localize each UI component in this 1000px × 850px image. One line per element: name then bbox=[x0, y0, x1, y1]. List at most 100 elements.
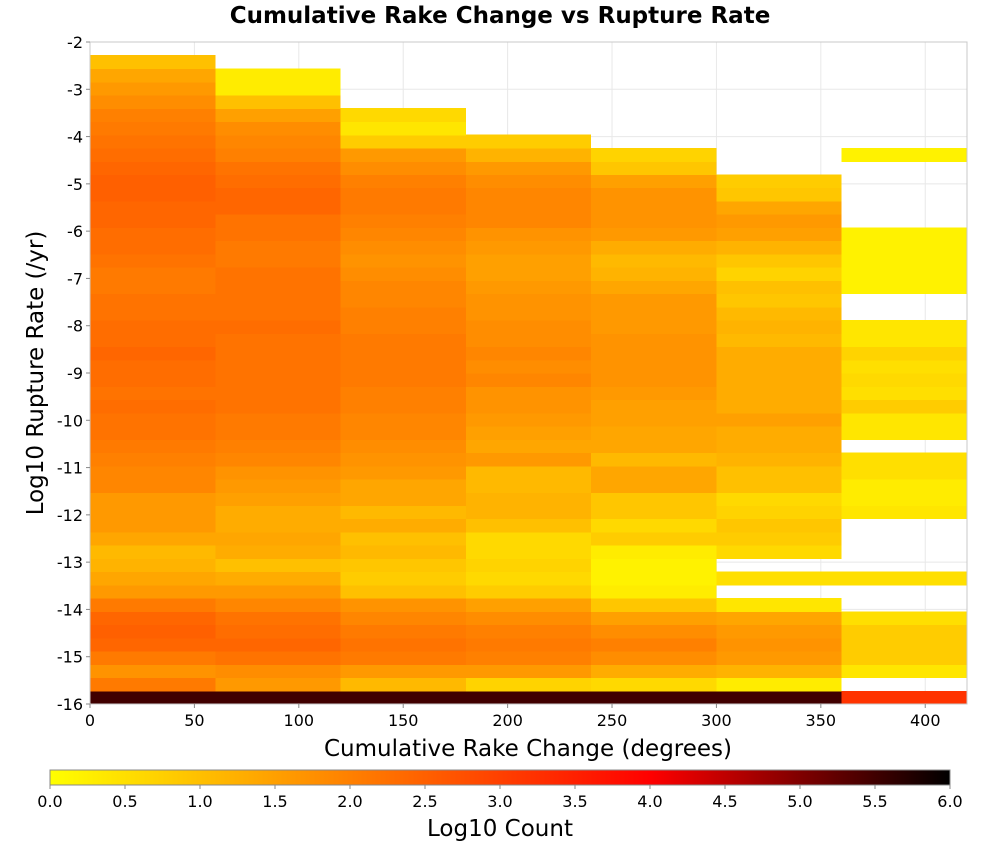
heatmap-cell bbox=[591, 174, 717, 189]
heatmap-cell bbox=[465, 425, 592, 440]
heatmap-cell bbox=[716, 227, 842, 242]
heatmap-cell bbox=[591, 412, 717, 427]
heatmap-cell bbox=[465, 187, 592, 202]
heatmap-cell bbox=[841, 399, 967, 414]
heatmap-cell bbox=[340, 121, 466, 136]
heatmap-cell bbox=[841, 240, 967, 255]
heatmap-cell bbox=[215, 121, 341, 136]
heatmap-cell bbox=[716, 452, 842, 467]
y-tick-label: -12 bbox=[57, 506, 83, 525]
heatmap-cell bbox=[90, 651, 216, 665]
heatmap-cell bbox=[465, 611, 592, 626]
heatmap-cell bbox=[841, 147, 967, 162]
heatmap-cell bbox=[90, 108, 216, 123]
heatmap-cell bbox=[465, 240, 592, 255]
heatmap-cell bbox=[591, 505, 717, 520]
heatmap-cell bbox=[90, 121, 216, 136]
heatmap-cell bbox=[90, 584, 216, 599]
heatmap-cell bbox=[215, 306, 341, 321]
heatmap-cell bbox=[90, 55, 216, 70]
heatmap-cell bbox=[90, 320, 216, 334]
heatmap-cell bbox=[465, 584, 592, 599]
y-tick-label: -11 bbox=[57, 459, 83, 478]
heatmap-cell bbox=[465, 478, 592, 493]
heatmap-cell bbox=[716, 346, 842, 361]
heatmap-cell bbox=[340, 214, 466, 228]
heatmap-cell bbox=[90, 174, 216, 189]
heatmap-cell bbox=[90, 598, 216, 612]
heatmap-cell bbox=[716, 267, 842, 281]
heatmap-cell bbox=[215, 161, 341, 175]
heatmap-cell bbox=[215, 253, 341, 268]
y-tick-label: -8 bbox=[67, 317, 83, 336]
heatmap-cell bbox=[841, 611, 967, 626]
heatmap-cell bbox=[90, 690, 216, 705]
heatmap-cell bbox=[90, 227, 216, 242]
heatmap-cell bbox=[465, 227, 592, 242]
heatmap-cell bbox=[90, 465, 216, 480]
heatmap-cell bbox=[465, 359, 592, 374]
heatmap-cell bbox=[716, 677, 842, 692]
heatmap-cell bbox=[340, 412, 466, 427]
colorbar-tick-label: 4.5 bbox=[712, 792, 737, 811]
heatmap-cell bbox=[215, 611, 341, 626]
y-axis-ticks: -2 -3 -4 -5 -6 -7 -8 -9 -10 -11 -12 -13 -14 -15 -16 bbox=[57, 33, 90, 714]
heatmap-cell bbox=[716, 373, 842, 387]
x-tick-label: 350 bbox=[806, 711, 837, 730]
heatmap-cell bbox=[465, 293, 592, 308]
heatmap-cell bbox=[340, 108, 466, 123]
heatmap-cell bbox=[340, 386, 466, 401]
heatmap-cell bbox=[340, 373, 466, 387]
heatmap-cell bbox=[591, 200, 717, 215]
heatmap-cell bbox=[716, 598, 842, 612]
heatmap-cell bbox=[90, 386, 216, 401]
heatmap-cell bbox=[215, 412, 341, 427]
heatmap-cell bbox=[591, 187, 717, 202]
heatmap-cell bbox=[215, 465, 341, 480]
heatmap-cell bbox=[215, 174, 341, 189]
heatmap-cell bbox=[716, 664, 842, 679]
heatmap-cell bbox=[465, 346, 592, 361]
heatmap-cell bbox=[90, 94, 216, 109]
heatmap-cell bbox=[465, 320, 592, 334]
heatmap-cell bbox=[841, 505, 967, 520]
heatmap-cell bbox=[90, 134, 216, 149]
heatmap-cell bbox=[215, 373, 341, 387]
heatmap-cell bbox=[215, 94, 341, 109]
heatmap-cell bbox=[716, 505, 842, 520]
heatmap-cell bbox=[90, 571, 216, 586]
heatmap-cell bbox=[465, 174, 592, 189]
heatmap-cell bbox=[591, 651, 717, 665]
heatmap-cell bbox=[591, 439, 717, 454]
heatmap-cell bbox=[465, 147, 592, 162]
heatmap-cell bbox=[465, 465, 592, 480]
y-axis-label: Log10 Rupture Rate (/yr) bbox=[23, 231, 49, 516]
heatmap-cell bbox=[340, 690, 466, 705]
colorbar bbox=[49, 769, 951, 786]
heatmap-cell bbox=[90, 505, 216, 520]
heatmap-cell bbox=[90, 518, 216, 533]
heatmap-cell bbox=[215, 505, 341, 520]
heatmap-cell bbox=[90, 81, 216, 96]
y-tick-label: -9 bbox=[67, 364, 83, 383]
heatmap-cell bbox=[90, 624, 216, 639]
colorbar-tick-label: 2.5 bbox=[412, 792, 437, 811]
heatmap-cell bbox=[841, 386, 967, 401]
heatmap-cell bbox=[591, 293, 717, 308]
heatmap-cell bbox=[215, 320, 341, 334]
heatmap-cell bbox=[215, 531, 341, 546]
heatmap-cell bbox=[716, 214, 842, 228]
heatmap-cell bbox=[340, 664, 466, 679]
heatmap-cell bbox=[465, 200, 592, 215]
heatmap-cell bbox=[465, 690, 592, 705]
heatmap-cell bbox=[591, 346, 717, 361]
heatmap-cell bbox=[591, 611, 717, 626]
heatmap-cell bbox=[90, 492, 216, 506]
heatmap-cell bbox=[716, 253, 842, 268]
heatmap-cell bbox=[591, 690, 717, 705]
heatmap-cell bbox=[215, 227, 341, 242]
heatmap-cell bbox=[340, 425, 466, 440]
heatmap-cell bbox=[215, 200, 341, 215]
heatmap-cell bbox=[465, 253, 592, 268]
